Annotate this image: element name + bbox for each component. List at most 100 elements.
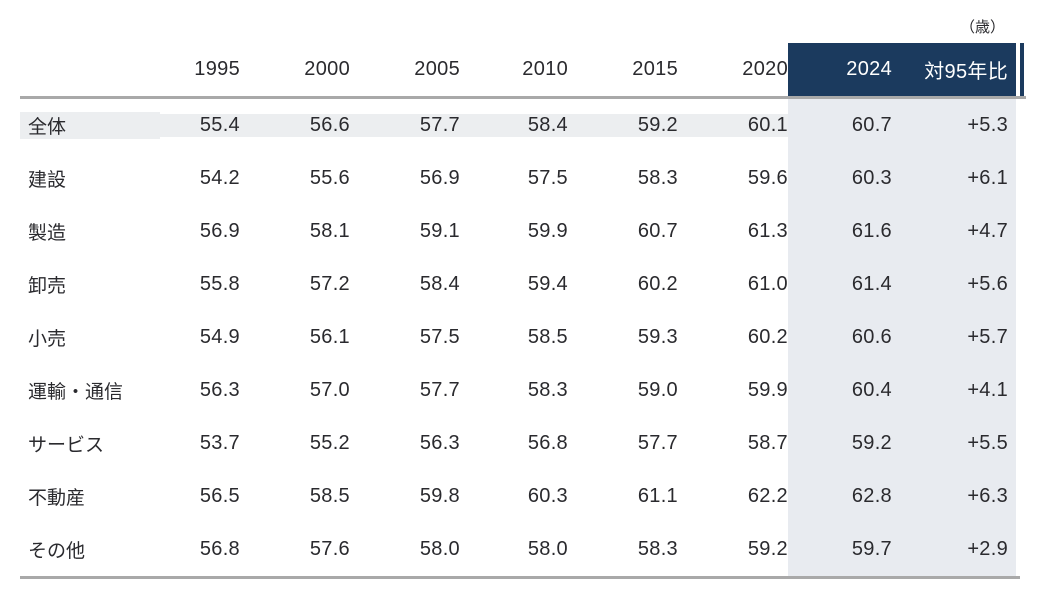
value-cell: 54.2 — [199, 167, 240, 189]
column-header-2000: 2000 — [304, 58, 350, 80]
table-row: 運輸・通信 56.3 57.0 57.7 58.3 59.0 59.9 60.4 +4.1 — [20, 364, 1026, 417]
row-label: 不動産 — [28, 488, 86, 509]
value-cell: 61.6 — [788, 205, 892, 258]
value-cell: 61.4 — [788, 258, 892, 311]
value-cell: 58.4 — [419, 273, 460, 295]
value-cell: 60.3 — [788, 152, 892, 205]
value-cell: 56.9 — [199, 220, 240, 242]
value-cell: 61.3 — [747, 220, 788, 242]
value-cell: 60.2 — [637, 273, 678, 295]
table-row: 製造 56.9 58.1 59.1 59.9 60.7 61.3 61.6 +4.7 — [20, 205, 1026, 258]
value-cell: 54.9 — [199, 326, 240, 348]
value-cell: +5.7 — [892, 311, 1016, 364]
value-cell: 56.1 — [309, 326, 350, 348]
value-cell: +5.6 — [892, 258, 1016, 311]
column-header-2015: 2015 — [632, 58, 678, 80]
value-cell: 61.0 — [747, 273, 788, 295]
row-label: 全体 — [20, 112, 160, 139]
value-cell: 58.1 — [309, 220, 350, 242]
value-cell: 58.3 — [637, 167, 678, 189]
value-cell: 58.3 — [527, 379, 568, 401]
column-header-2020: 2020 — [742, 58, 788, 80]
row-label: 建設 — [28, 170, 67, 191]
value-cell: 59.4 — [527, 273, 568, 295]
value-cell: 60.1 — [678, 114, 788, 137]
value-cell: +5.5 — [892, 417, 1016, 470]
header-row: 1995 2000 2005 2010 2015 2020 2024 対95年比 — [20, 43, 1026, 96]
table-body: 全体 55.4 56.6 57.7 58.4 59.2 60.1 60.7 +5.3 建設 54.2… — [20, 99, 1026, 576]
unit-label: （歳） — [959, 19, 1005, 36]
value-cell: 57.0 — [309, 379, 350, 401]
value-cell: 55.4 — [160, 114, 240, 137]
value-cell: 59.2 — [747, 538, 788, 560]
value-cell: 55.6 — [309, 167, 350, 189]
value-cell: 56.3 — [419, 432, 460, 454]
header-accent-bar — [1020, 43, 1024, 96]
value-cell: 59.8 — [419, 485, 460, 507]
column-header-対95年比: 対95年比 — [892, 43, 1016, 96]
value-cell: 57.7 — [637, 432, 678, 454]
value-cell: 59.0 — [637, 379, 678, 401]
row-label: 製造 — [28, 223, 67, 244]
table-row: 卸売 55.8 57.2 58.4 59.4 60.2 61.0 61.4 +5.6 — [20, 258, 1026, 311]
value-cell: +4.1 — [892, 364, 1016, 417]
value-cell: 60.6 — [788, 311, 892, 364]
column-header-2010: 2010 — [522, 58, 568, 80]
value-cell: 59.3 — [637, 326, 678, 348]
value-cell: 61.1 — [637, 485, 678, 507]
value-cell: 55.2 — [309, 432, 350, 454]
value-cell: +6.1 — [892, 152, 1016, 205]
table-row: その他 56.8 57.6 58.0 58.0 58.3 59.2 59.7 +2.9 — [20, 523, 1026, 576]
value-cell: 57.2 — [309, 273, 350, 295]
table-row: 不動産 56.5 58.5 59.8 60.3 61.1 62.2 62.8 +6.3 — [20, 470, 1026, 523]
value-cell: 62.2 — [747, 485, 788, 507]
value-cell: 59.6 — [747, 167, 788, 189]
value-cell: 59.2 — [788, 417, 892, 470]
value-cell: 56.9 — [419, 167, 460, 189]
value-cell: 57.7 — [419, 379, 460, 401]
value-cell: 56.5 — [199, 485, 240, 507]
value-cell: 59.7 — [788, 523, 892, 576]
value-cell: +4.7 — [892, 205, 1016, 258]
value-cell: 56.6 — [240, 114, 350, 137]
value-cell: 59.2 — [568, 114, 678, 137]
row-label: 卸売 — [28, 276, 67, 297]
value-cell: 56.8 — [527, 432, 568, 454]
age-table: 1995 2000 2005 2010 2015 2020 2024 対95年比 全体 55.4… — [20, 43, 1026, 579]
value-cell: 59.9 — [527, 220, 568, 242]
value-cell: 55.8 — [199, 273, 240, 295]
row-label: 小売 — [28, 329, 67, 350]
value-cell: +2.9 — [892, 523, 1016, 576]
value-cell: 57.6 — [309, 538, 350, 560]
value-cell: 60.3 — [527, 485, 568, 507]
table-row: 全体 55.4 56.6 57.7 58.4 59.2 60.1 60.7 +5.3 — [20, 99, 1026, 152]
value-cell: 56.3 — [199, 379, 240, 401]
value-cell: 56.8 — [199, 538, 240, 560]
table-bottom-rule — [20, 576, 1020, 579]
value-cell: +6.3 — [892, 470, 1016, 523]
value-cell: 58.4 — [460, 114, 568, 137]
row-label: その他 — [28, 541, 86, 562]
value-cell: 62.8 — [788, 470, 892, 523]
table-row: 小売 54.9 56.1 57.5 58.5 59.3 60.2 60.6 +5.7 — [20, 311, 1026, 364]
table-row: 建設 54.2 55.6 56.9 57.5 58.3 59.6 60.3 +6.1 — [20, 152, 1026, 205]
value-cell: 60.2 — [747, 326, 788, 348]
column-header-2005: 2005 — [414, 58, 460, 80]
value-cell: 57.5 — [419, 326, 460, 348]
value-cell: 58.5 — [527, 326, 568, 348]
column-header-1995: 1995 — [194, 58, 240, 80]
value-cell: 59.9 — [747, 379, 788, 401]
value-cell: 53.7 — [199, 432, 240, 454]
value-cell: 57.5 — [527, 167, 568, 189]
value-cell: 58.7 — [747, 432, 788, 454]
value-cell: 58.3 — [637, 538, 678, 560]
value-cell: 60.4 — [788, 364, 892, 417]
value-cell: 58.5 — [309, 485, 350, 507]
row-label: 運輸・通信 — [28, 382, 124, 403]
value-cell: 59.1 — [419, 220, 460, 242]
value-cell: 58.0 — [419, 538, 460, 560]
table-top-rule — [20, 96, 1026, 99]
value-cell: 57.7 — [350, 114, 460, 137]
value-cell: 60.7 — [637, 220, 678, 242]
table-row: サービス 53.7 55.2 56.3 56.8 57.7 58.7 59.2 +5.5 — [20, 417, 1026, 470]
